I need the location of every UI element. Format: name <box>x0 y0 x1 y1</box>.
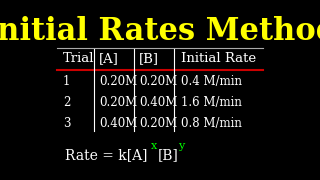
Text: 0.20M: 0.20M <box>99 75 137 88</box>
Text: 0.4 M/min: 0.4 M/min <box>181 75 242 88</box>
Text: 0.40M: 0.40M <box>139 96 177 109</box>
Text: 1.6 M/min: 1.6 M/min <box>181 96 242 109</box>
Text: 3: 3 <box>63 117 70 130</box>
Text: 0.20M: 0.20M <box>99 96 137 109</box>
Text: Rate = k[A]: Rate = k[A] <box>65 148 148 163</box>
Text: y: y <box>178 141 184 151</box>
Text: 2: 2 <box>63 96 70 109</box>
Text: 0.20M: 0.20M <box>139 117 177 130</box>
Text: Initial Rate: Initial Rate <box>181 53 256 66</box>
Text: x: x <box>150 141 157 151</box>
Text: 0.8 M/min: 0.8 M/min <box>181 117 242 130</box>
Text: Initial Rates Method: Initial Rates Method <box>0 15 320 47</box>
Text: 1: 1 <box>63 75 70 88</box>
Text: Trial: Trial <box>63 53 94 66</box>
Text: [B]: [B] <box>139 53 159 66</box>
Text: [B]: [B] <box>158 148 179 163</box>
Text: 0.40M: 0.40M <box>99 117 137 130</box>
Text: [A]: [A] <box>99 53 119 66</box>
Text: 0.20M: 0.20M <box>139 75 177 88</box>
